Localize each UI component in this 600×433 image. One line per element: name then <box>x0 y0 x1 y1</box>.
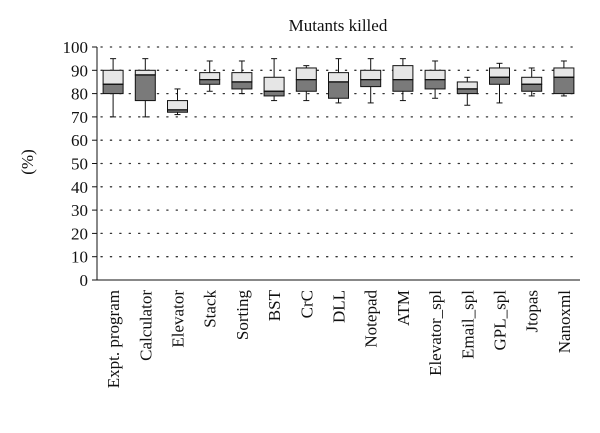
box-lower-quartile <box>456 88 478 95</box>
y-tick-label: 10 <box>71 248 88 267</box>
box-upper-quartile <box>456 81 478 90</box>
box-upper-quartile <box>231 72 253 83</box>
box-lower-quartile <box>263 90 285 97</box>
box-9 <box>392 58 414 102</box>
y-axis-ticks: 0 10 20 30 40 50 60 70 80 90 100 <box>63 38 97 290</box>
box-upper-quartile <box>167 100 188 111</box>
box-lower-quartile <box>489 76 510 85</box>
box-lower-quartile <box>199 79 221 85</box>
box-upper-quartile <box>134 69 156 76</box>
box-upper-quartile <box>424 69 446 81</box>
x-category-label: ATM <box>394 290 413 326</box>
x-category-label: Elevator_spl <box>426 290 445 376</box>
box-14 <box>553 60 575 97</box>
box-upper-quartile <box>521 76 543 85</box>
box-4 <box>231 60 253 95</box>
box-upper-quartile <box>199 72 221 81</box>
x-category-label: Expt. program <box>104 290 123 388</box>
x-category-label: Notepad <box>362 290 381 348</box>
box-lower-quartile <box>392 79 414 92</box>
y-tick-label: 70 <box>71 108 88 127</box>
box-lower-quartile <box>102 83 124 95</box>
box-lower-quartile <box>295 79 317 92</box>
y-tick-label: 20 <box>71 224 88 243</box>
box-upper-quartile <box>360 69 382 81</box>
box-upper-quartile <box>392 65 414 81</box>
box-lower-quartile <box>231 81 253 90</box>
box-3 <box>199 60 221 92</box>
box-8 <box>360 58 382 104</box>
x-axis-category-labels: Expt. program Calculator Elevator Stack Sort… <box>104 289 574 388</box>
chart-title: Mutants killed <box>289 16 388 35</box>
box-lower-quartile <box>134 74 156 102</box>
box-5 <box>263 58 285 102</box>
y-tick-label: 100 <box>63 38 89 57</box>
x-category-label: Email_spl <box>458 290 477 359</box>
box-upper-quartile <box>263 76 285 92</box>
y-tick-label: 0 <box>80 271 89 290</box>
box-upper-quartile <box>489 67 510 78</box>
x-category-label: Nanoxml <box>555 290 574 354</box>
x-category-label: GPL_spl <box>491 290 510 351</box>
x-category-label: Calculator <box>136 290 155 361</box>
box-upper-quartile <box>295 67 317 81</box>
box-7 <box>328 58 349 104</box>
box-lower-quartile <box>328 81 349 99</box>
box-12 <box>489 62 510 104</box>
box-series <box>102 58 575 118</box>
y-tick-label: 80 <box>71 85 88 104</box>
y-tick-label: 50 <box>71 155 88 174</box>
x-category-label: CrC <box>297 290 316 318</box>
box-upper-quartile <box>102 69 124 85</box>
box-upper-quartile <box>553 67 575 78</box>
box-lower-quartile <box>521 83 543 92</box>
box-lower-quartile <box>553 76 575 95</box>
box-13 <box>521 67 543 97</box>
x-category-label: BST <box>265 289 284 321</box>
y-tick-label: 60 <box>71 131 88 150</box>
x-category-label: Sorting <box>233 290 252 341</box>
box-11 <box>456 76 478 106</box>
box-lower-quartile <box>424 79 446 90</box>
box-10 <box>424 60 446 99</box>
y-tick-label: 30 <box>71 201 88 220</box>
box-upper-quartile <box>328 72 349 83</box>
box-6 <box>295 65 317 102</box>
x-category-label: Elevator <box>169 290 188 348</box>
x-category-label: Jtopas <box>523 290 542 333</box>
y-tick-label: 40 <box>71 178 88 197</box>
x-category-label: Stack <box>201 290 220 328</box>
y-axis-label: (%) <box>18 149 37 174</box>
box-0 <box>102 58 124 118</box>
x-category-label: DLL <box>330 290 349 323</box>
y-tick-label: 90 <box>71 61 88 80</box>
box-lower-quartile <box>360 79 382 88</box>
box-2 <box>167 88 188 116</box>
box-1 <box>134 58 156 118</box>
